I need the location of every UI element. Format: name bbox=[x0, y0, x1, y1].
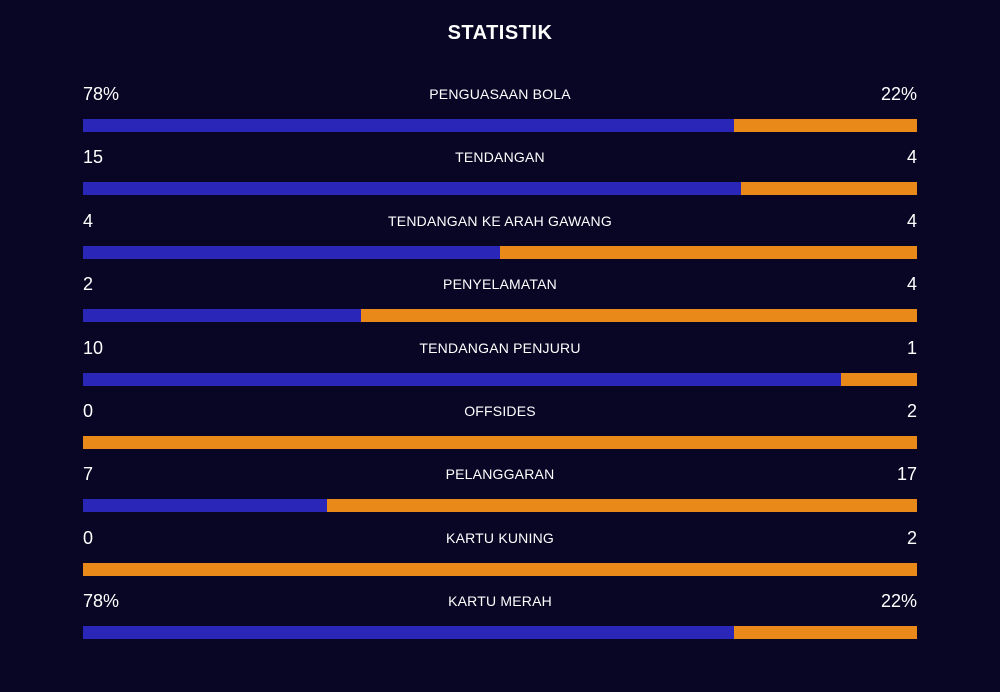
stat-bar bbox=[83, 499, 917, 513]
stat-bar bbox=[83, 372, 917, 386]
home-value: 78% bbox=[83, 591, 120, 612]
stat-bar-home bbox=[83, 626, 734, 640]
stat-bar-home bbox=[83, 245, 500, 259]
stat-bar-away bbox=[360, 309, 917, 323]
away-value: 2 bbox=[906, 400, 917, 421]
stat-bar bbox=[83, 182, 917, 196]
stat-row-corners: 10 TENDANGAN PENJURU 1 bbox=[83, 336, 917, 399]
stat-label: PENYELAMATAN bbox=[443, 276, 557, 293]
stat-row-shots-on-target: 4 TENDANGAN KE ARAH GAWANG 4 bbox=[83, 209, 917, 272]
home-value: 0 bbox=[83, 527, 94, 548]
stat-bar-away bbox=[500, 245, 917, 259]
stat-bar bbox=[83, 562, 917, 576]
stat-label: OFFSIDES bbox=[464, 402, 536, 419]
away-value: 4 bbox=[906, 147, 917, 168]
stat-bar bbox=[83, 245, 917, 259]
stat-bar-home bbox=[83, 309, 361, 323]
stat-bar-away bbox=[83, 435, 917, 449]
stat-label: PELANGGARAN bbox=[445, 466, 555, 483]
stat-row-yellow-cards: 0 KARTU KUNING 2 bbox=[83, 526, 917, 589]
stat-row-possession: 78% PENGUASAAN BOLA 22% bbox=[83, 82, 917, 145]
stat-label: KARTU KUNING bbox=[446, 529, 554, 546]
stat-bar bbox=[83, 309, 917, 323]
stat-bar-away bbox=[841, 372, 917, 386]
stat-row-saves: 2 PENYELAMATAN 4 bbox=[83, 272, 917, 335]
stats-list: 78% PENGUASAAN BOLA 22% 15 TENDANGAN 4 4… bbox=[83, 82, 917, 653]
home-value: 10 bbox=[83, 337, 104, 358]
stat-bar-away bbox=[83, 562, 917, 576]
stat-bar-away bbox=[733, 119, 917, 132]
stat-label: TENDANGAN PENJURU bbox=[419, 339, 581, 356]
stat-bar-home bbox=[83, 499, 327, 513]
stat-label: KARTU MERAH bbox=[448, 593, 552, 610]
stat-bar bbox=[83, 435, 917, 449]
away-value: 17 bbox=[896, 464, 917, 485]
away-value: 1 bbox=[906, 337, 917, 358]
away-value: 22% bbox=[880, 84, 917, 104]
stat-row-shots: 15 TENDANGAN 4 bbox=[83, 145, 917, 208]
away-value: 2 bbox=[906, 527, 917, 548]
stat-bar-away bbox=[733, 626, 917, 640]
stat-label: PENGUASAAN BOLA bbox=[429, 86, 571, 102]
home-value: 4 bbox=[83, 210, 94, 231]
stat-bar-away bbox=[326, 499, 917, 513]
away-value: 4 bbox=[906, 274, 917, 295]
stat-label: TENDANGAN KE ARAH GAWANG bbox=[388, 212, 612, 229]
stat-bar-home bbox=[83, 119, 734, 132]
stat-bar-home bbox=[83, 182, 742, 196]
away-value: 4 bbox=[906, 210, 917, 231]
stat-row-red-cards: 78% KARTU MERAH 22% bbox=[83, 589, 917, 652]
stat-bar bbox=[83, 626, 917, 640]
away-value: 22% bbox=[880, 591, 917, 612]
stat-row-offsides: 0 OFFSIDES 2 bbox=[83, 399, 917, 462]
stat-bar-home bbox=[83, 372, 842, 386]
home-value: 78% bbox=[83, 84, 120, 104]
stats-title: STATISTIK bbox=[447, 22, 553, 44]
stat-bar-away bbox=[741, 182, 917, 196]
home-value: 2 bbox=[83, 274, 94, 295]
stat-bar bbox=[83, 119, 917, 132]
home-value: 7 bbox=[83, 464, 94, 485]
stat-label: TENDANGAN bbox=[455, 149, 545, 166]
stat-row-fouls: 7 PELANGGARAN 17 bbox=[83, 462, 917, 525]
home-value: 0 bbox=[83, 400, 94, 421]
home-value: 15 bbox=[83, 147, 104, 168]
